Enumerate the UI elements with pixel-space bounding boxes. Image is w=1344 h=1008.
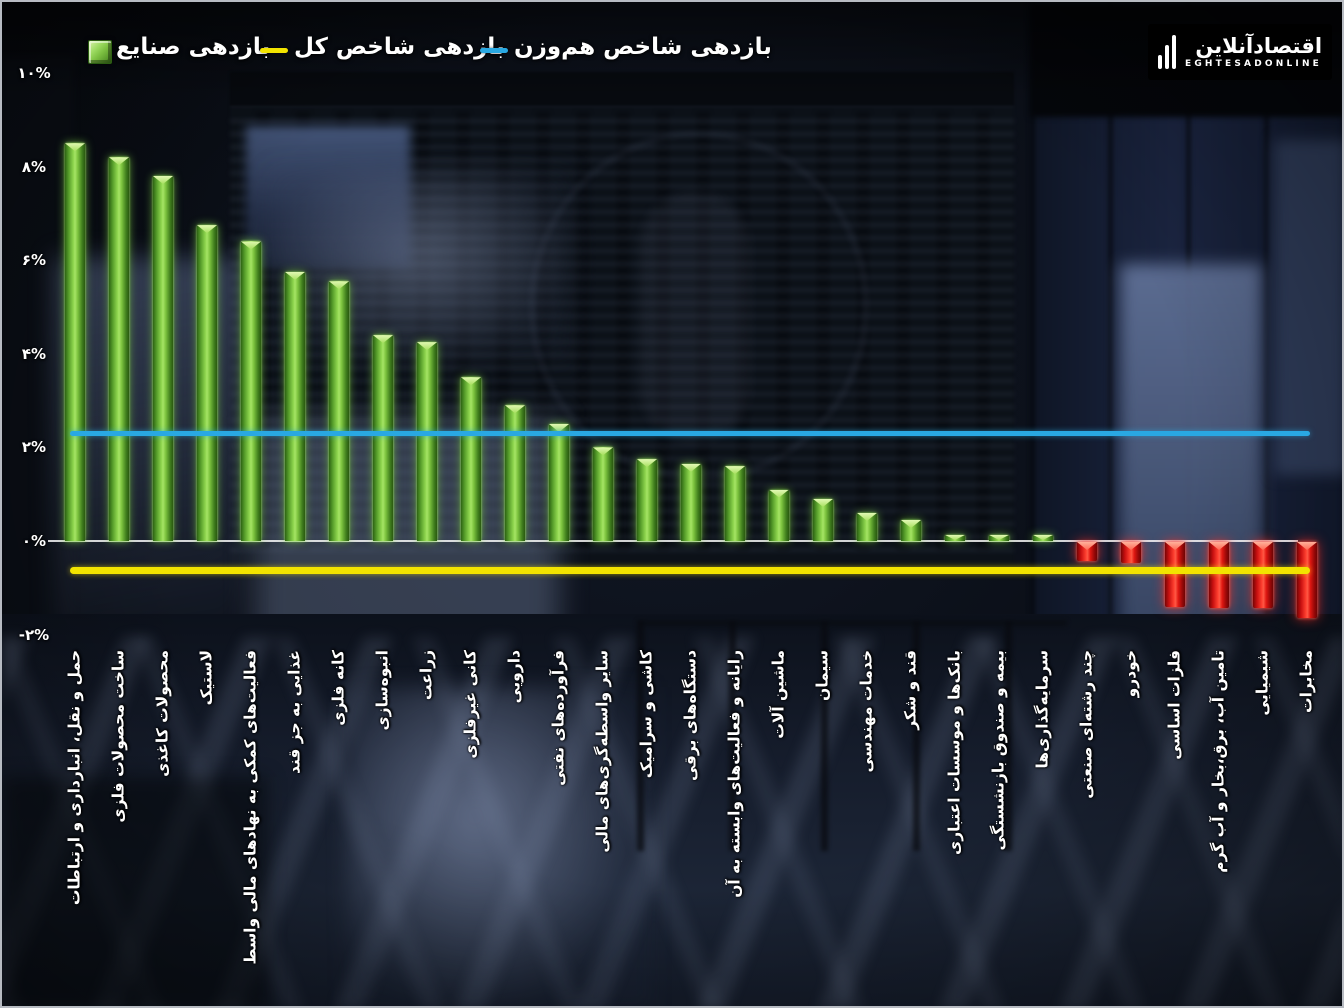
bar-positive[interactable] <box>857 512 877 541</box>
bar-positive[interactable] <box>153 175 173 541</box>
bar-bevel-cap <box>1165 542 1185 550</box>
bar-positive[interactable] <box>241 241 261 541</box>
bar-positive[interactable] <box>769 489 789 541</box>
bar-negative[interactable] <box>1165 542 1185 607</box>
zero-axis-line <box>48 540 1298 542</box>
bar-bevel-cap <box>461 377 481 386</box>
bar-bevel-cap <box>725 466 745 475</box>
bar-bevel-cap <box>1209 542 1229 550</box>
bar-bevel-cap <box>901 519 921 528</box>
bar-positive[interactable] <box>813 498 833 541</box>
bar-bevel-cap <box>1297 542 1317 550</box>
bar-bevel-cap <box>681 463 701 472</box>
total-index-line <box>70 566 1310 574</box>
bar-bevel-cap <box>109 157 129 166</box>
bar-bevel-cap <box>505 405 525 414</box>
y-tick-label: ۶% <box>21 251 47 270</box>
y-tick-label: ۰% <box>21 532 47 550</box>
bar-bevel-cap <box>1253 542 1273 550</box>
logo-title-fa: اقتصادآنلاین <box>1195 33 1323 58</box>
bar-negative[interactable] <box>1297 542 1317 618</box>
bar-positive[interactable] <box>901 519 921 541</box>
bar-positive[interactable] <box>945 534 965 541</box>
bar-positive[interactable] <box>593 447 613 541</box>
bar-bevel-cap <box>989 534 1009 540</box>
bar-bevel-cap <box>1121 542 1141 550</box>
bar-bevel-cap <box>241 241 261 250</box>
bar-positive[interactable] <box>197 225 217 541</box>
bar-positive[interactable] <box>637 459 657 541</box>
eghtesadonline-logo: اقتصادآنلاین EGHTESADONLINE <box>1148 24 1332 80</box>
bar-bevel-cap <box>549 424 569 432</box>
bar-bevel-cap <box>637 459 657 468</box>
bar-negative[interactable] <box>1209 542 1229 609</box>
logo-title-en: EGHTESADONLINE <box>1185 58 1323 69</box>
legend-blue-line-icon <box>480 48 508 53</box>
y-tick-label: ۱۰% <box>17 64 51 82</box>
y-tick-label: -۲% <box>18 625 50 644</box>
bar-bevel-cap <box>153 175 173 184</box>
bar-positive[interactable] <box>329 281 349 541</box>
legend-label: بازدهی شاخص هم‌وزن <box>514 34 772 60</box>
bar-negative[interactable] <box>1077 542 1097 561</box>
bar-bevel-cap <box>197 225 217 234</box>
y-tick-label: ۲% <box>21 438 47 457</box>
bar-bevel-cap <box>373 335 393 344</box>
bar-negative[interactable] <box>1253 542 1273 609</box>
equal-weight-index-line <box>70 430 1310 436</box>
bar-positive[interactable] <box>461 377 481 541</box>
bar-positive[interactable] <box>1033 534 1053 541</box>
y-tick-label: ۴% <box>21 344 47 363</box>
bar-bevel-cap <box>593 447 613 456</box>
bar-positive[interactable] <box>109 157 129 541</box>
bar-bevel-cap <box>945 534 965 540</box>
y-tick-label: ۸% <box>21 157 47 176</box>
bar-positive[interactable] <box>65 143 85 541</box>
bar-bevel-cap <box>417 342 437 351</box>
bar-bevel-cap <box>857 512 877 521</box>
bar-positive[interactable] <box>417 342 437 541</box>
bar-bevel-cap <box>329 281 349 290</box>
legend-label: بازدهی صنایع <box>116 34 271 60</box>
bar-positive[interactable] <box>373 335 393 541</box>
bar-bevel-cap <box>65 143 85 152</box>
bar-bevel-cap <box>1077 542 1097 550</box>
bar-bevel-cap <box>285 271 305 280</box>
bar-positive[interactable] <box>989 534 1009 541</box>
bar-positive[interactable] <box>505 405 525 541</box>
bar-negative[interactable] <box>1121 542 1141 564</box>
logo-text: اقتصادآنلاین EGHTESADONLINE <box>1185 33 1323 69</box>
bar-positive[interactable] <box>725 466 745 541</box>
logo-bars-icon <box>1158 35 1176 69</box>
bar-bevel-cap <box>1033 534 1053 540</box>
bar-bevel-cap <box>769 489 789 498</box>
legend-green-square-icon <box>88 40 112 64</box>
bar-bevel-cap <box>813 498 833 507</box>
legend-yellow-line-icon <box>260 48 288 53</box>
legend-label: بازدهی شاخص کل <box>294 34 505 60</box>
bar-positive[interactable] <box>681 463 701 541</box>
bar-positive[interactable] <box>285 271 305 541</box>
bar-positive[interactable] <box>549 424 569 541</box>
